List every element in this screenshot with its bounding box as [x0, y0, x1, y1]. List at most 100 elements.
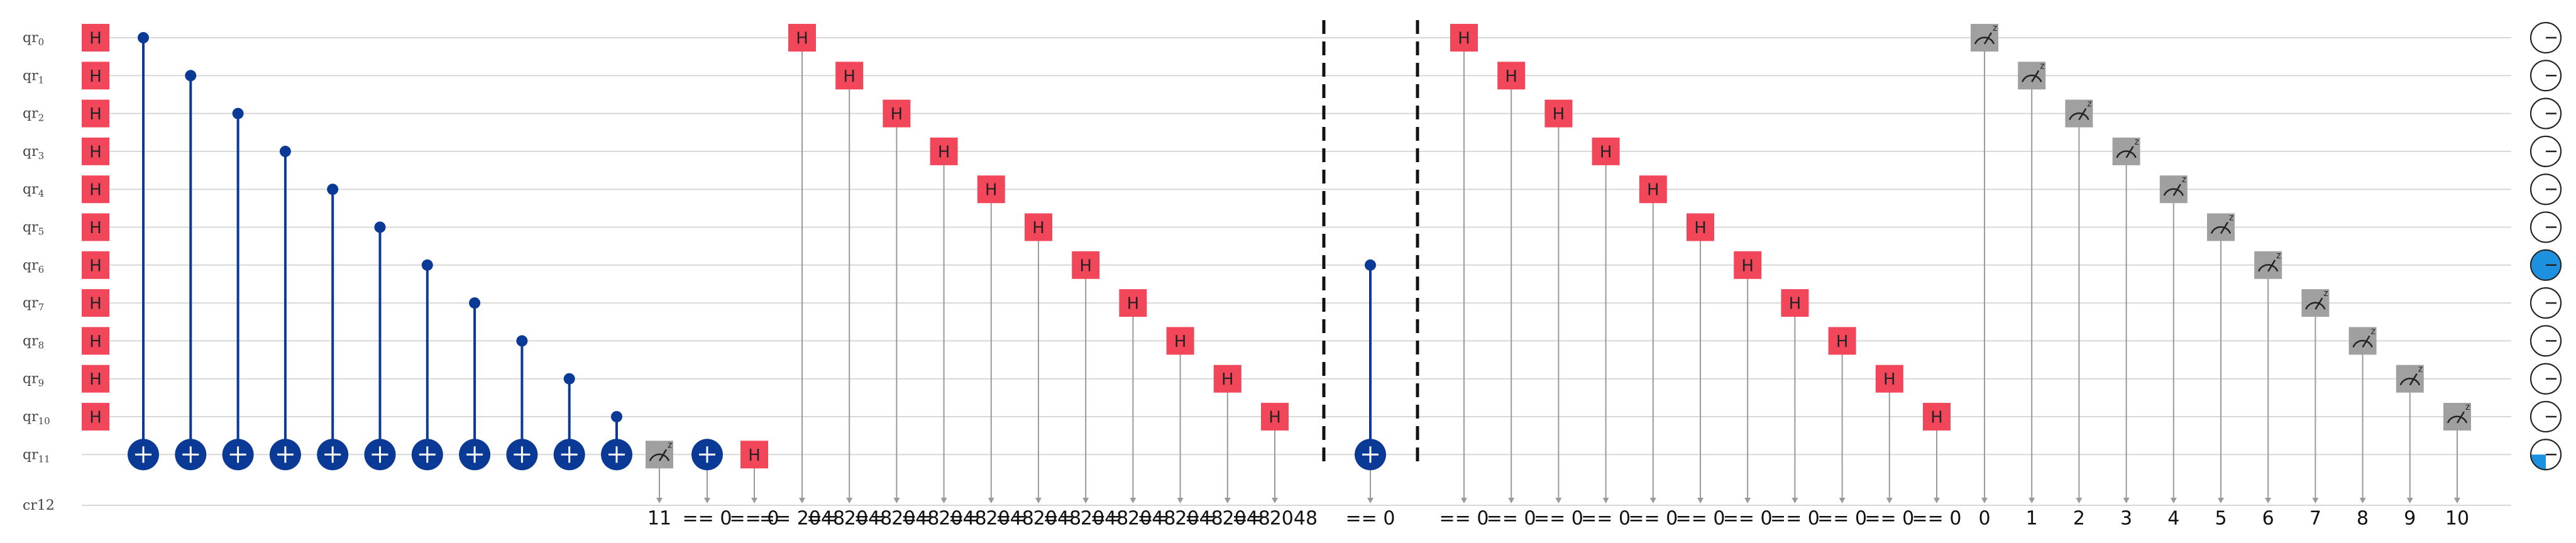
- classical-arrow: [1461, 498, 1467, 503]
- cnot-target: [175, 439, 207, 471]
- qubit-state-indicator: [2530, 60, 2562, 92]
- classical-arrow: [1224, 498, 1231, 503]
- h-gate-conditional: H: [1875, 365, 1903, 393]
- classical-arrow: [2076, 498, 2083, 503]
- h-gate-conditional: H: [1923, 403, 1951, 431]
- h-gate-conditional: H: [1025, 213, 1052, 241]
- classical-arrow: [2170, 498, 2177, 503]
- cnot-control-dot: [185, 70, 197, 82]
- h-gate-label: H: [1741, 256, 1754, 275]
- h-gate-conditional: H: [1781, 289, 1809, 317]
- cnot-target: [691, 439, 723, 471]
- h-gate-conditional: H: [1213, 365, 1241, 393]
- cnot-control-dot: [232, 107, 244, 119]
- cnot-control-dot: [516, 335, 528, 347]
- h-gate-conditional: H: [1592, 137, 1620, 165]
- h-gate-label: H: [843, 67, 856, 86]
- condition-label: == 2048: [996, 508, 1081, 530]
- classical-arrow: [1602, 498, 1609, 503]
- h-gate-initial: H: [82, 289, 109, 317]
- cnot-target: [459, 439, 491, 471]
- classical-arrow: [1744, 498, 1751, 503]
- measure-index: 7: [2309, 508, 2321, 530]
- measure-gate: z: [2301, 288, 2330, 317]
- qubit-label: qr4: [23, 182, 44, 199]
- classical-arrow: [1649, 498, 1656, 503]
- h-gate-conditional: H: [740, 441, 768, 469]
- qubit-state-indicator: [2530, 287, 2562, 319]
- classical-arrow: [1367, 498, 1373, 503]
- cnot-target: [1355, 439, 1386, 471]
- svg-text:z: z: [2182, 175, 2186, 185]
- condition-label: == 0: [1439, 508, 1489, 530]
- measure-index: 4: [2167, 508, 2179, 530]
- h-gate-initial: H: [82, 62, 109, 90]
- classical-arrow: [2454, 498, 2460, 503]
- classical-arrow: [1697, 498, 1704, 503]
- h-gate-initial: H: [82, 137, 109, 165]
- condition-label: == 2048: [1232, 508, 1318, 530]
- cnot-control-dot: [421, 259, 433, 271]
- condition-label: == 2048: [1138, 508, 1223, 530]
- qubit-state-indicator: [2530, 249, 2562, 281]
- h-gate-label: H: [89, 409, 102, 427]
- h-gate-conditional: H: [1639, 175, 1667, 204]
- h-gate-label: H: [89, 67, 102, 86]
- qubit-label: qr0: [23, 30, 44, 48]
- measure-gate: z: [2065, 99, 2093, 128]
- measure-index: 10: [2445, 508, 2469, 530]
- h-gate-conditional: H: [1261, 403, 1289, 431]
- h-gate-conditional: H: [1450, 24, 1478, 52]
- qubit-state-indicator: [2530, 363, 2562, 395]
- h-gate-initial: H: [82, 24, 109, 52]
- h-gate-label: H: [1079, 256, 1092, 275]
- h-gate-label: H: [1553, 105, 1565, 124]
- qubit-state-indicator: [2530, 135, 2562, 167]
- condition-label: == 0: [1912, 508, 1962, 530]
- h-gate-label: H: [1458, 30, 1470, 48]
- cnot-control-dot: [279, 145, 291, 157]
- h-gate-label: H: [1505, 67, 1517, 86]
- qubit-state-indicator: [2530, 401, 2562, 432]
- h-gate-label: H: [1694, 219, 1707, 238]
- h-gate-label: H: [1836, 332, 1849, 351]
- cnot-target: [269, 439, 301, 471]
- condition-label: == 0: [1817, 508, 1867, 530]
- h-gate-label: H: [938, 143, 950, 162]
- qubit-label: qr5: [23, 220, 44, 238]
- h-gate-conditional: H: [977, 175, 1005, 204]
- cnot-target: [506, 439, 538, 471]
- cnot-target: [317, 439, 349, 471]
- cnot-control-dot: [138, 32, 149, 43]
- condition-label: == 2048: [1043, 508, 1128, 530]
- qubit-label: qr8: [23, 333, 44, 351]
- h-gate-conditional: H: [1828, 327, 1856, 355]
- condition-label: == 2048: [1090, 508, 1175, 530]
- classical-arrow: [1886, 498, 1893, 503]
- h-gate-label: H: [89, 332, 102, 351]
- h-gate-conditional: H: [883, 99, 911, 128]
- condition-label: == 0: [1487, 508, 1536, 530]
- h-gate-label: H: [89, 370, 102, 389]
- qubit-label: qr9: [23, 371, 44, 389]
- svg-text:z: z: [2135, 137, 2139, 147]
- classical-arrow: [988, 498, 994, 503]
- svg-text:z: z: [1993, 23, 1997, 33]
- h-gate-conditional: H: [788, 24, 816, 52]
- h-gate-label: H: [985, 181, 998, 200]
- svg-text:z: z: [2323, 288, 2328, 299]
- h-gate-label: H: [891, 105, 903, 124]
- qubit-label: qr10: [23, 409, 50, 427]
- h-gate-conditional: H: [1734, 251, 1762, 279]
- classical-arrow: [1934, 498, 1940, 503]
- condition-label: == 0: [730, 508, 779, 530]
- h-gate-label: H: [796, 30, 808, 48]
- classical-arrow: [1792, 498, 1798, 503]
- condition-label: == 2048: [1185, 508, 1270, 530]
- classical-arrow: [1177, 498, 1184, 503]
- condition-label: == 0: [1581, 508, 1631, 530]
- classical-arrow: [2028, 498, 2035, 503]
- classical-arrow: [751, 498, 757, 503]
- measure-index: 2: [2073, 508, 2085, 530]
